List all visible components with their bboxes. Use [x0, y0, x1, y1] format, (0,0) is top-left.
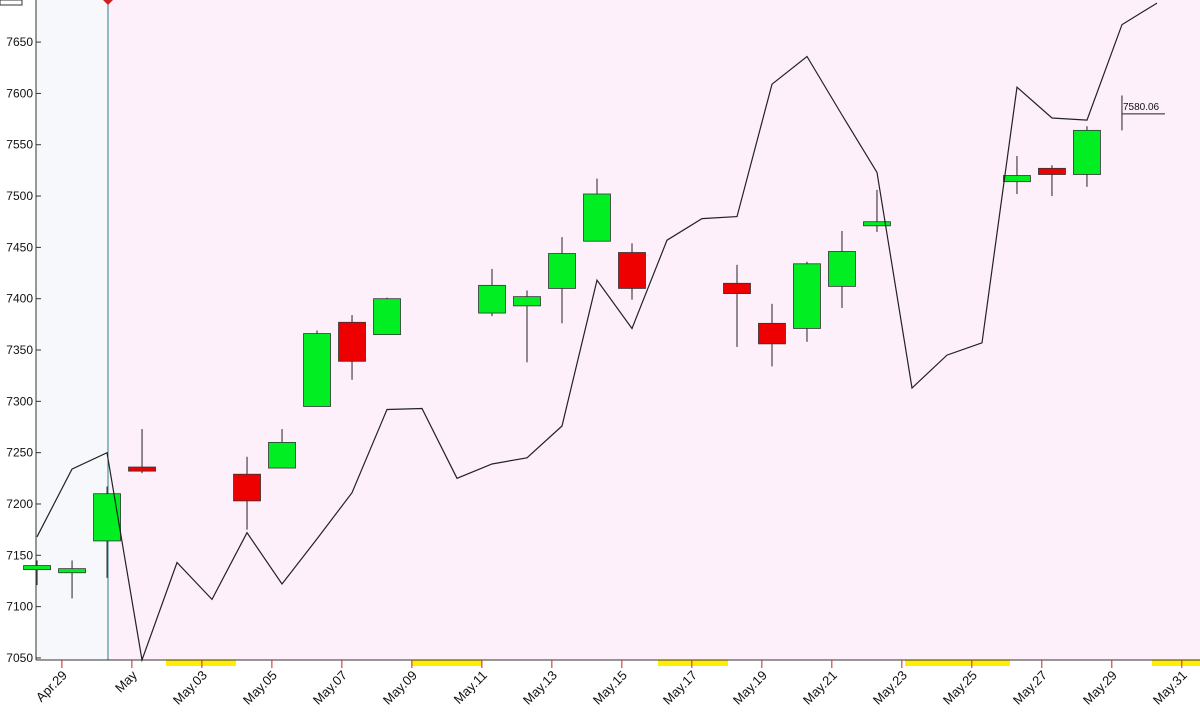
candle-body	[1038, 167, 1066, 175]
y-tick-label: 7100	[6, 600, 33, 614]
candle-body	[93, 493, 121, 542]
candle-body	[478, 284, 506, 314]
y-tick-label: 7250	[6, 446, 33, 460]
y-tick-label: 7550	[6, 138, 33, 152]
weekend-strip	[1152, 660, 1200, 666]
y-tick-label: 7300	[6, 394, 33, 408]
candle-body	[58, 568, 86, 574]
y-tick-label: 7200	[6, 497, 33, 511]
overlay-line	[36, 2, 1158, 663]
candle-body	[338, 321, 366, 362]
y-tick-label: 7050	[6, 651, 33, 665]
corner-box	[0, 0, 23, 6]
candle-body	[828, 251, 856, 287]
candle-body	[268, 441, 296, 469]
y-tick-label: 7400	[6, 292, 33, 306]
cursor-marker	[103, 0, 113, 5]
weekend-strips	[166, 660, 1200, 666]
weekend-strip	[905, 660, 1010, 666]
weekend-strip	[412, 660, 482, 666]
candle-body	[863, 221, 891, 227]
candle-body	[23, 565, 51, 571]
candle-body	[793, 263, 821, 329]
candle-body	[513, 296, 541, 307]
plot-area	[36, 0, 1200, 660]
last-price-label: 7580.06	[1123, 102, 1160, 113]
candle-body	[548, 253, 576, 289]
candle-body	[758, 322, 786, 345]
candle-body	[583, 193, 611, 242]
candle-body	[1073, 129, 1101, 175]
weekend-strip	[658, 660, 728, 666]
weekend-strip	[166, 660, 236, 666]
y-tick-label: 7500	[6, 189, 33, 203]
candle-body	[723, 282, 751, 294]
candle-body	[303, 333, 331, 407]
y-tick-label: 7350	[6, 343, 33, 357]
candle-body	[1003, 175, 1031, 183]
candle-body	[373, 298, 401, 336]
y-tick-label: 7150	[6, 548, 33, 562]
candle-body	[618, 252, 646, 289]
candle-body	[233, 473, 261, 502]
y-tick-label: 7450	[6, 240, 33, 254]
y-tick-label: 7650	[6, 35, 33, 49]
candle-body	[128, 466, 156, 472]
history-zone	[36, 0, 108, 660]
y-tick-label: 7600	[6, 86, 33, 100]
